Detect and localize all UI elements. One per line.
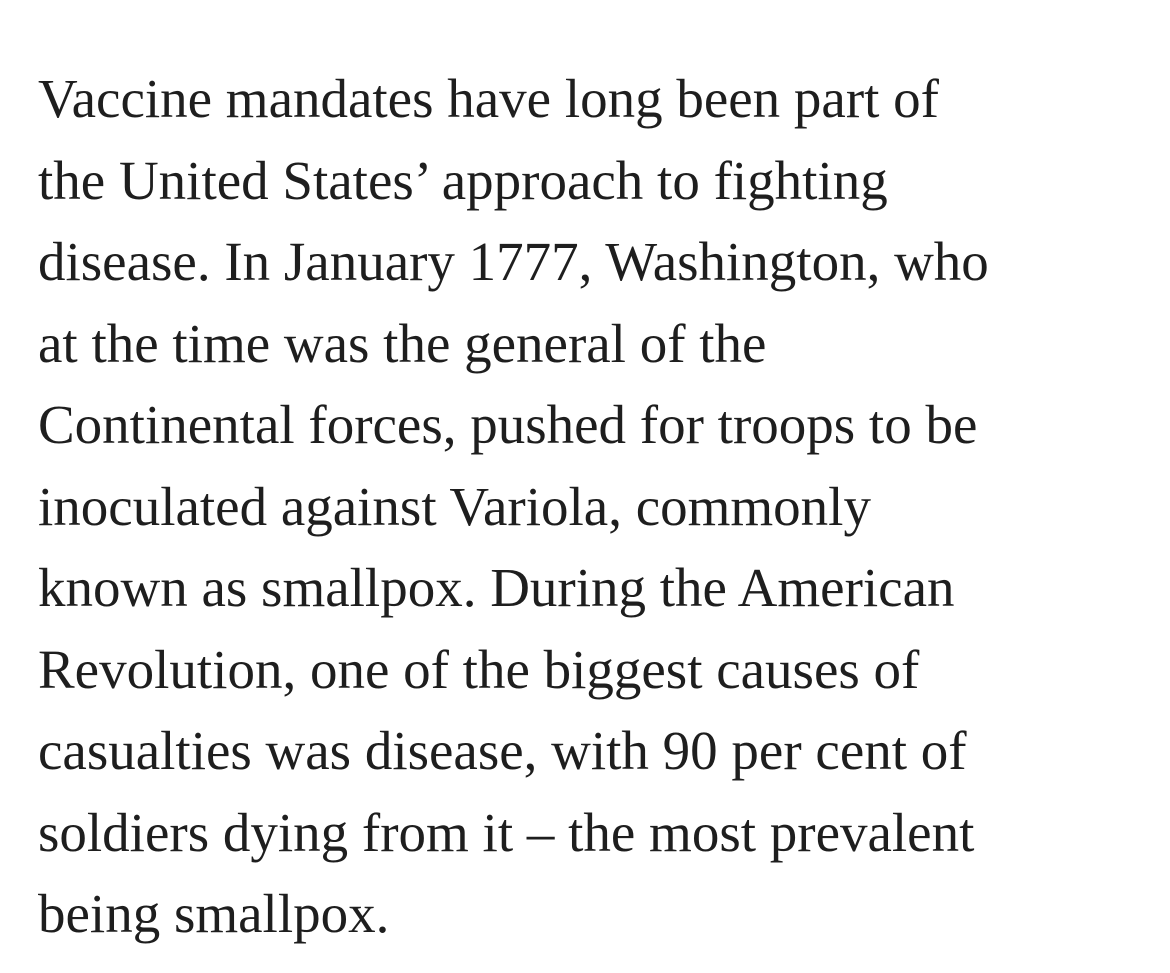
paragraph-line: Continental forces, pushed for troops to… bbox=[38, 394, 978, 455]
paragraph-line: at the time was the general of the bbox=[38, 312, 767, 374]
paragraph-line: disease. In January 1777, Washington, wh… bbox=[38, 231, 989, 292]
paragraph-line: casualties was disease, with 90 per cent… bbox=[38, 720, 967, 781]
paragraph-line: Vaccine mandates have long been part of bbox=[38, 68, 940, 129]
article-paragraph: Vaccine mandates have long been part of … bbox=[38, 58, 1158, 955]
paragraph-line: being smallpox. bbox=[38, 883, 390, 944]
paragraph-line: inoculated against Variola, commonly bbox=[38, 475, 871, 537]
paragraph-line: the United States’ approach to fighting bbox=[38, 149, 888, 211]
paragraph-line: Revolution, one of the biggest causes of bbox=[38, 638, 920, 700]
paragraph-line: known as smallpox. During the American bbox=[38, 557, 955, 618]
paragraph-line: soldiers dying from it – the most preval… bbox=[38, 801, 975, 863]
